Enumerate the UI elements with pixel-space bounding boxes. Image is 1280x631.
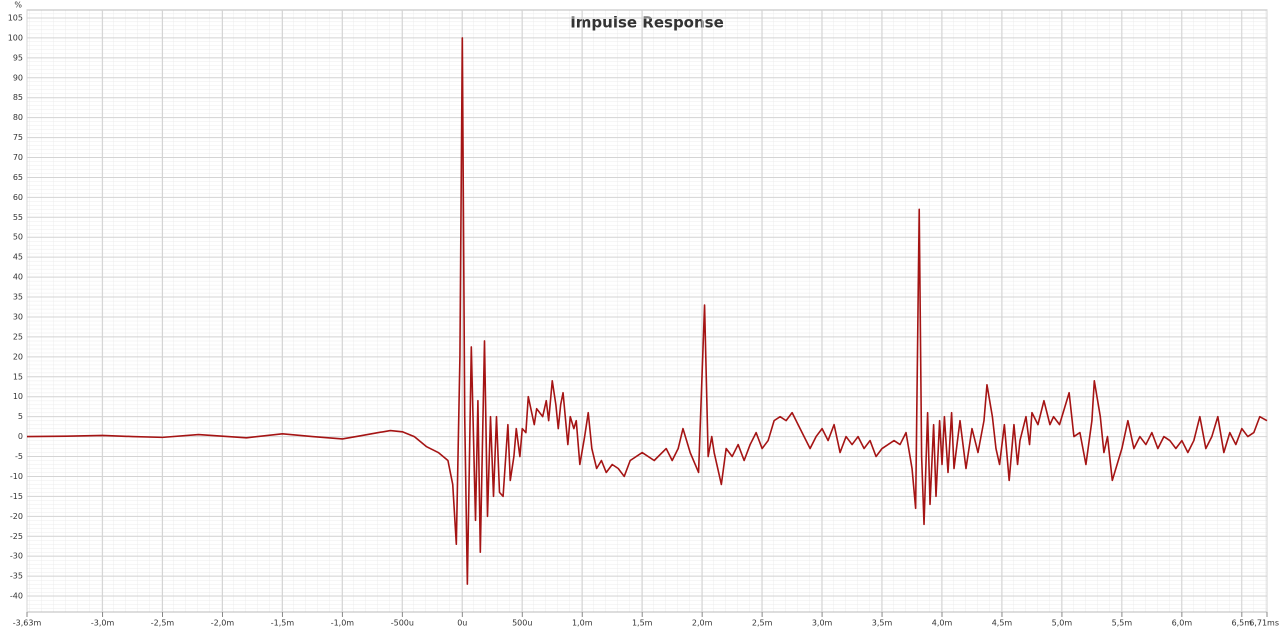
x-tick-label: -500u [391, 619, 414, 628]
marks [26, 37, 1268, 585]
x-tick-label: 0u [457, 619, 467, 628]
y-tick-label: 25 [13, 332, 23, 341]
grid: -40 -35 -30 -25 -20 -15 -10 -5 0 5 10 15 20 25 30 35 40 4… [8, 10, 1279, 628]
y-tick-label: -30 [10, 552, 23, 561]
y-tick-label: 20 [13, 352, 23, 361]
y-tick-label: 90 [13, 73, 23, 82]
x-tick-label: 4,5m [992, 619, 1013, 628]
y-tick-label: 55 [13, 213, 23, 222]
y-tick-label: 50 [13, 233, 23, 242]
x-tick-label: -3,0m [91, 619, 115, 628]
x-tick-label: -2,5m [151, 619, 175, 628]
y-tick-label: -5 [15, 452, 23, 461]
y-axis-label: % [14, 1, 22, 10]
y-tick-label: 5 [18, 412, 23, 421]
y-tick-label: -25 [10, 532, 23, 541]
y-tick-label: 75 [13, 133, 23, 142]
y-tick-label: -15 [10, 492, 23, 501]
x-tick-label: 2,5m [752, 619, 773, 628]
x-tick-label: 2,0m [692, 619, 713, 628]
x-tick-label: 5,0m [1052, 619, 1073, 628]
x-tick-label: 6,5m [1232, 619, 1253, 628]
x-tick-label: -1,0m [331, 619, 355, 628]
y-tick-label: 85 [13, 93, 23, 102]
y-tick-label: 70 [13, 153, 23, 162]
x-tick-label: 1,5m [632, 619, 653, 628]
impulse-line [26, 37, 1268, 585]
x-tick-label: 3,0m [812, 619, 833, 628]
y-tick-label: 15 [13, 372, 23, 381]
y-tick-label: 65 [13, 173, 23, 182]
x-tick-label: -1,5m [271, 619, 295, 628]
y-tick-label: 105 [8, 13, 23, 22]
y-tick-label: -40 [10, 592, 23, 601]
x-tick-label: 6,0m [1172, 619, 1193, 628]
y-tick-label: 40 [13, 273, 23, 282]
x-tick-label: 1,0m [572, 619, 593, 628]
y-tick-label: -10 [10, 472, 23, 481]
y-tick-label: 30 [13, 312, 23, 321]
x-tick-label: 4,0m [932, 619, 953, 628]
y-tick-label: 0 [18, 432, 23, 441]
x-tick-label: 500u [512, 619, 532, 628]
y-tick-label: 35 [13, 293, 23, 302]
y-tick-label: 95 [13, 53, 23, 62]
x-tick-label: 6,71ms [1249, 619, 1279, 628]
plot-area [26, 9, 1268, 613]
y-tick-label: 100 [8, 33, 23, 42]
y-tick-label: -20 [10, 512, 23, 521]
x-tick-label: -2,0m [211, 619, 235, 628]
chart-title: Impulse Response [570, 14, 724, 32]
y-tick-label: 10 [13, 392, 23, 401]
y-tick-label: 80 [13, 113, 23, 122]
y-tick-label: -35 [10, 572, 23, 581]
y-tick-label: 60 [13, 193, 23, 202]
x-tick-label: -3,63m [13, 619, 42, 628]
x-tick-label: 5,5m [1112, 619, 1133, 628]
y-tick-label: 45 [13, 253, 23, 262]
x-tick-label: 3,5m [872, 619, 893, 628]
